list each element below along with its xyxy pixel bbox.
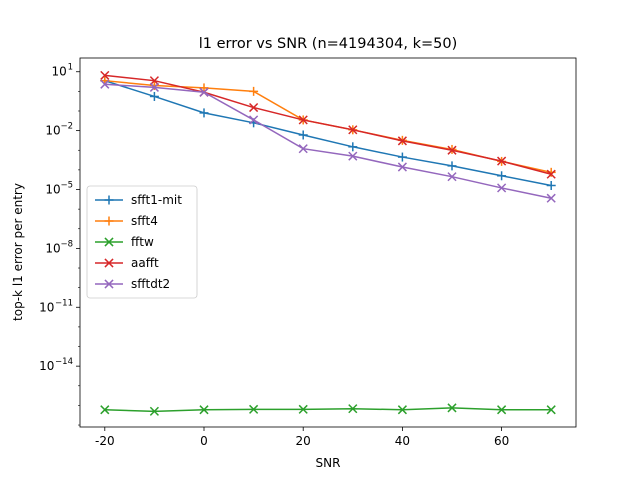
y-tick-label: 10 −11 — [39, 298, 73, 314]
series-line — [104, 74, 552, 175]
data-point — [546, 167, 556, 177]
legend-box — [86, 185, 198, 299]
y-tick-label-exp: −14 — [55, 357, 73, 367]
data-point — [348, 125, 358, 135]
series-fftw — [100, 403, 556, 416]
y-tick-label: 10 −14 — [39, 357, 73, 373]
data-point — [497, 183, 507, 193]
y-tick-label-base: 10 — [39, 359, 54, 373]
x-axis-label: SNR — [316, 456, 341, 470]
legend-item: sfft4 — [95, 214, 158, 228]
y-tick-label-exp: −2 — [60, 122, 73, 132]
data-point — [249, 102, 259, 113]
y-tick-label-base: 10 — [45, 241, 60, 255]
data-point — [447, 145, 457, 155]
series-line — [104, 407, 552, 413]
y-tick-label-base: 10 — [45, 183, 60, 197]
data-point — [546, 405, 556, 415]
y-tick-label-exp: −8 — [60, 239, 73, 249]
data-point — [497, 156, 507, 166]
data-point — [298, 130, 308, 140]
y-tick-label: 10 −5 — [45, 181, 73, 197]
y-axis-label: top-k l1 error per entry — [11, 183, 25, 321]
data-point — [397, 152, 407, 162]
data-point — [100, 79, 110, 89]
legend-label: aafft — [131, 256, 159, 270]
series-aafft — [100, 70, 556, 179]
y-tick-label-base: 10 — [45, 124, 60, 138]
y-tick-label: 10 1 — [52, 63, 73, 79]
y-tick-label: 10 −8 — [45, 239, 73, 255]
data-point — [298, 115, 308, 125]
data-point — [397, 162, 407, 172]
y-tick-label-exp: −5 — [60, 181, 73, 191]
y-tick-label-exp: 1 — [68, 63, 73, 73]
y-tick-label-base: 10 — [52, 65, 67, 79]
series-line — [104, 83, 552, 199]
legend-item: sfft1-mit — [95, 193, 182, 207]
legend-item: fftw — [95, 235, 154, 249]
legend-label: sfft4 — [131, 214, 158, 228]
data-point — [199, 83, 209, 93]
data-point — [199, 87, 209, 97]
legend-label: fftw — [131, 235, 154, 249]
data-point — [199, 108, 209, 118]
y-tick-label-base: 10 — [39, 300, 54, 314]
x-tick-label: -20 — [95, 434, 115, 448]
plot-area — [100, 70, 556, 416]
series-sfftdt2 — [100, 79, 556, 203]
y-tick-label-exp: −11 — [55, 298, 73, 308]
data-point — [100, 405, 110, 415]
legend-marker — [104, 216, 114, 226]
legend-label: sfft1-mit — [131, 193, 182, 207]
data-point — [249, 115, 259, 125]
data-point — [497, 405, 507, 415]
legend-item: aafft — [95, 256, 159, 270]
data-point — [348, 404, 358, 414]
legend-marker — [104, 195, 114, 205]
data-point — [249, 86, 259, 96]
chart-title: l1 error vs SNR (n=4194304, k=50) — [199, 36, 458, 52]
x-axis: -20 0 20 40 60 — [95, 427, 509, 448]
legend-marker — [104, 258, 114, 268]
data-point — [348, 151, 358, 161]
x-tick-label: 20 — [296, 434, 311, 448]
data-point — [149, 76, 159, 86]
legend-marker — [104, 279, 114, 289]
y-tick-label: 10 −2 — [45, 122, 73, 138]
data-point — [249, 404, 259, 414]
series-line — [104, 79, 552, 187]
x-tick-label: 0 — [200, 434, 208, 448]
data-point — [546, 169, 556, 179]
data-point — [298, 404, 308, 414]
data-point — [149, 91, 159, 101]
plot-frame — [79, 57, 577, 428]
data-point — [199, 405, 209, 415]
data-point — [397, 136, 407, 146]
data-point — [447, 172, 457, 182]
data-point — [149, 406, 159, 416]
data-point — [298, 144, 308, 154]
legend-label: sfftdt2 — [131, 277, 170, 291]
data-point — [149, 82, 159, 92]
legend-item: sfftdt2 — [95, 277, 170, 291]
data-point — [100, 70, 110, 80]
data-point — [149, 80, 159, 90]
legend-marker — [104, 237, 114, 247]
x-tick-label: 40 — [395, 434, 410, 448]
legend: sfft1-mit sfft4 fftw aafft sfftdt2 — [86, 185, 198, 299]
data-point — [546, 193, 556, 203]
x-tick-label: 60 — [494, 434, 509, 448]
data-point — [348, 142, 358, 152]
data-point — [546, 180, 556, 190]
data-point — [397, 405, 407, 415]
data-point — [447, 403, 457, 413]
data-point — [447, 161, 457, 171]
data-point — [497, 171, 507, 181]
